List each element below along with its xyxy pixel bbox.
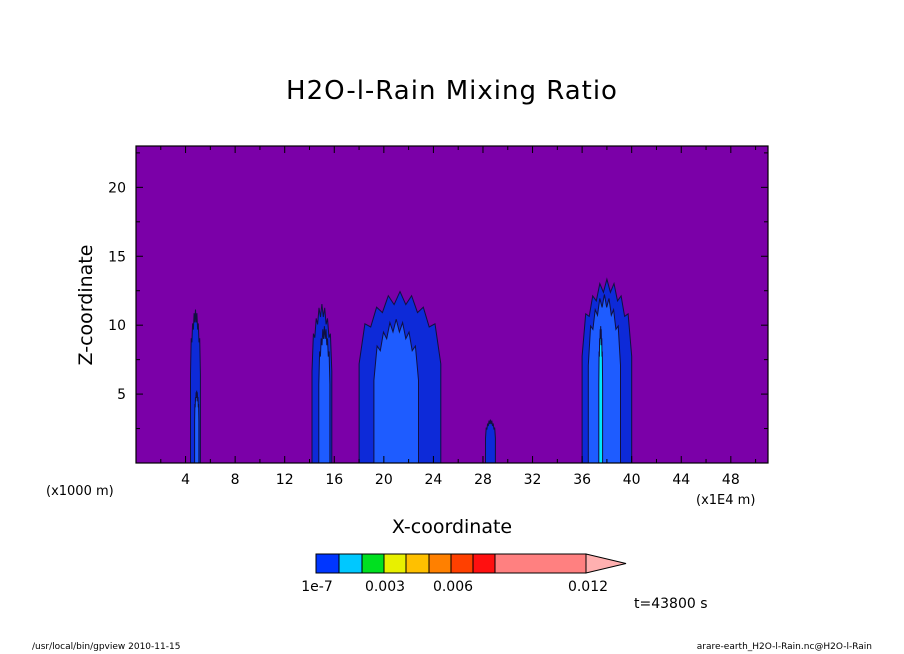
x-tick-label: 36 [573,472,591,488]
y-tick-label: 10 [108,318,126,334]
colorbar-swatch [494,553,587,574]
x-tick-label: 44 [672,472,690,488]
colorbar-swatch [315,553,340,574]
x-axis-unit: (x1E4 m) [696,493,756,508]
x-axis-label: X-coordinate [391,516,513,538]
x-tick-label: 8 [231,472,240,488]
x-tick-label: 32 [524,472,542,488]
x-tick-label: 12 [276,472,294,488]
rain-cell-5 [373,319,419,464]
y-axis-unit: (x1000 m) [46,484,114,499]
rain-cell-6 [485,419,496,464]
x-tick-label: 48 [722,472,740,488]
colorbar-swatch [405,553,430,574]
colorbar-label: 0.006 [433,579,473,595]
rain-cell-1 [194,390,200,464]
colorbar-label: 1e-7 [301,579,332,595]
colorbar-swatch [383,553,407,574]
rain-cell-9 [598,326,604,464]
time-label: t=43800 s [634,596,708,612]
colorbar-swatch [472,553,496,574]
x-tick-label: 20 [375,472,393,488]
colorbar-swatch [428,553,452,574]
x-tick-label: 4 [181,472,190,488]
colorbar-extend-arrow [585,553,627,574]
colorbar-label: 0.012 [568,579,608,595]
colorbar-swatch [361,553,385,574]
x-tick-label: 24 [424,472,442,488]
plot-frame [135,145,769,464]
y-tick-label: 15 [108,249,126,265]
footer-left: /usr/local/bin/gpview 2010-11-15 [32,642,181,652]
y-tick-label: 20 [108,180,126,196]
plot-background [136,146,768,463]
colorbar-swatch [338,553,363,574]
rain-cell-8 [587,294,621,464]
footer-right: arare-earth_H2O-l-Rain.nc@H2O-l-Rain [696,642,872,652]
colorbar-swatch [450,553,474,574]
colorbar-label: 0.003 [365,579,405,595]
chart-title: H2O-l-Rain Mixing Ratio [286,76,618,106]
x-tick-label: 16 [325,472,343,488]
rain-cell-3 [318,326,331,464]
x-tick-label: 40 [623,472,641,488]
y-tick-label: 5 [117,387,126,403]
x-tick-label: 28 [474,472,492,488]
